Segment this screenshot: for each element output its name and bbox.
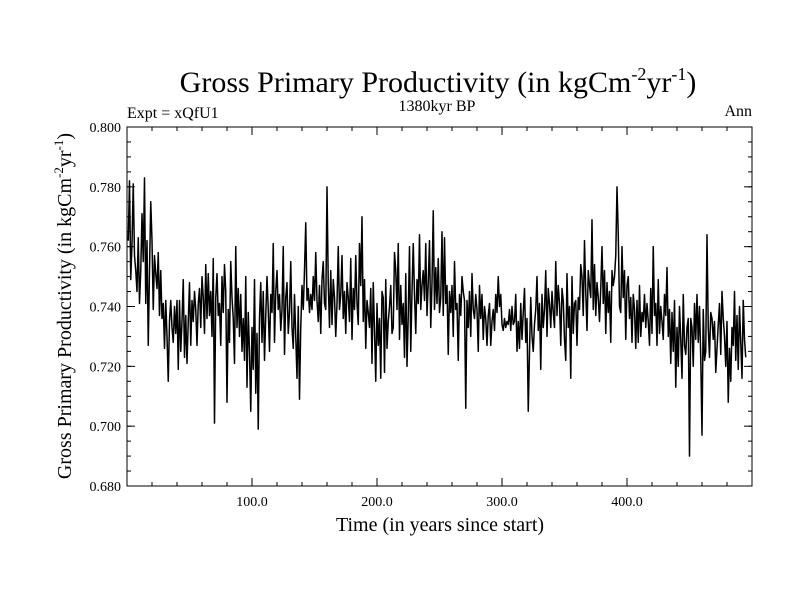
x-axis-label: Time (in years since start) — [336, 514, 544, 536]
x-tick-label: 400.0 — [611, 495, 643, 510]
y-tick-label: 0.680 — [90, 480, 122, 495]
x-tick-label: 100.0 — [236, 495, 268, 510]
y-axis-label: Gross Primary Productivity (in kgCm-2yr-… — [51, 133, 76, 479]
y-tick-label: 0.760 — [90, 241, 122, 256]
y-tick-label: 0.740 — [90, 301, 122, 316]
x-tick-label: 200.0 — [361, 495, 393, 510]
y-tick-label: 0.800 — [90, 121, 122, 136]
x-axis: 100.0 200.0 300.0 400.0 — [151, 127, 728, 510]
y-axis: 0.680 0.700 0.720 0.740 0.760 0.780 0.800 — [90, 121, 752, 495]
y-tick-label: 0.780 — [90, 181, 122, 196]
series-group — [127, 177, 747, 457]
series-line — [127, 177, 747, 457]
chart-title: Gross Primary Productivity (in kgCm-2yr-… — [180, 64, 697, 99]
y-tick-label: 0.700 — [90, 420, 122, 435]
x-tick-label: 300.0 — [486, 495, 518, 510]
y-tick-label: 0.720 — [90, 360, 122, 375]
season-label: Ann — [724, 103, 752, 120]
period-label: 1380kyr BP — [399, 98, 476, 115]
experiment-label: Expt = xQfU1 — [127, 105, 219, 122]
